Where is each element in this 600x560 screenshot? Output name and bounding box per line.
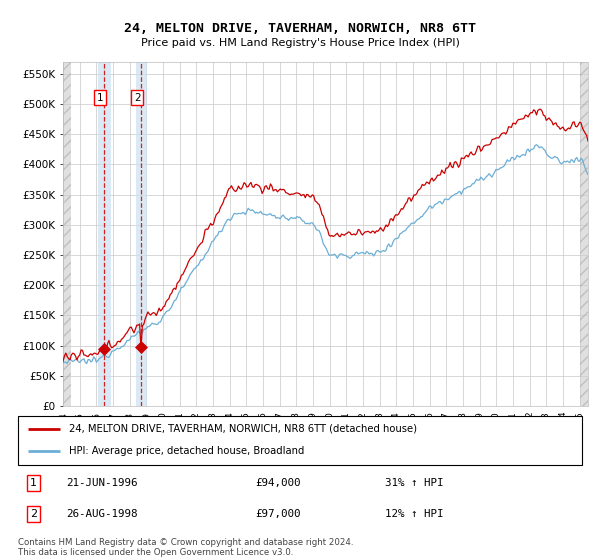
Text: 31% ↑ HPI: 31% ↑ HPI (385, 478, 443, 488)
Text: 26-AUG-1998: 26-AUG-1998 (66, 509, 137, 519)
Text: 2: 2 (30, 509, 37, 519)
Bar (63, 62, 71, 406)
Text: Price paid vs. HM Land Registry's House Price Index (HPI): Price paid vs. HM Land Registry's House … (140, 38, 460, 48)
Text: 24, MELTON DRIVE, TAVERHAM, NORWICH, NR8 6TT (detached house): 24, MELTON DRIVE, TAVERHAM, NORWICH, NR8… (69, 424, 417, 434)
Text: Contains HM Land Registry data © Crown copyright and database right 2024.
This d: Contains HM Land Registry data © Crown c… (18, 538, 353, 557)
Text: £97,000: £97,000 (255, 509, 301, 519)
Bar (98, 62, 110, 406)
Text: 12% ↑ HPI: 12% ↑ HPI (385, 509, 443, 519)
Bar (136, 62, 147, 406)
Text: 21-JUN-1996: 21-JUN-1996 (66, 478, 137, 488)
Bar (580, 62, 588, 406)
Text: HPI: Average price, detached house, Broadland: HPI: Average price, detached house, Broa… (69, 446, 304, 456)
Text: 24, MELTON DRIVE, TAVERHAM, NORWICH, NR8 6TT: 24, MELTON DRIVE, TAVERHAM, NORWICH, NR8… (124, 22, 476, 35)
Text: 1: 1 (30, 478, 37, 488)
Text: 2: 2 (134, 93, 140, 103)
Text: £94,000: £94,000 (255, 478, 301, 488)
Text: 1: 1 (97, 93, 103, 103)
